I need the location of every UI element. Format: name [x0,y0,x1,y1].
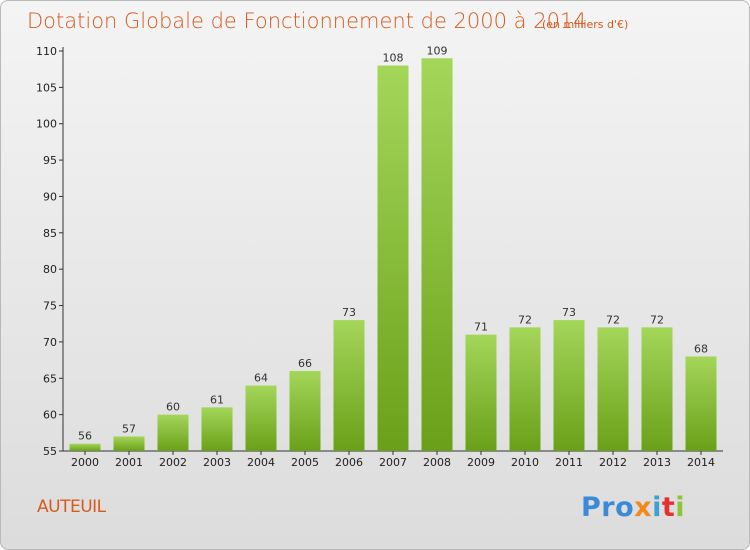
data-label-2001: 57 [122,422,136,435]
bar-2003 [201,407,233,451]
data-label-2007: 108 [383,52,404,65]
data-label-2005: 66 [298,357,312,370]
data-label-2000: 56 [78,430,92,443]
bar-2013 [641,327,673,451]
data-label-2012: 72 [606,313,620,326]
y-tick-label: 95 [43,154,57,167]
chart-title: Dotation Globale de Fonctionnement de 20… [27,9,587,33]
x-tick-label: 2012 [599,456,627,469]
x-tick-label: 2003 [203,456,231,469]
x-tick-label: 2001 [115,456,143,469]
bar-2000 [69,443,101,451]
data-label-2013: 72 [650,313,664,326]
proxiti-logo: Proxiti [581,492,685,523]
data-label-2006: 73 [342,306,356,319]
x-tick-label: 2007 [379,456,407,469]
logo-part: i [652,492,662,523]
y-tick-label: 85 [43,227,57,240]
y-tick-label: 110 [36,45,57,58]
x-tick-label: 2014 [687,456,715,469]
data-labels: 56 57 60 61 64 66 73 108 109 71 72 73 72 72 68 [78,44,708,442]
logo-part: t [661,492,676,523]
data-label-2003: 61 [210,393,224,406]
bar-2006 [333,320,365,451]
y-tick-label: 80 [43,263,57,276]
bar-2004 [245,385,277,451]
y-tick-label: 55 [43,445,57,458]
commune-name: AUTEUIL [37,497,106,517]
x-tick-label: 2013 [643,456,671,469]
x-tick-label: 2000 [71,456,99,469]
y-tick-label: 70 [43,336,57,349]
bar-2012 [597,327,629,451]
bar-2002 [157,414,189,451]
logo-part: Pro [581,492,635,523]
bars [69,58,717,451]
logo-part: i [675,492,686,523]
x-tick-label: 2004 [247,456,275,469]
bar-2008 [421,58,453,451]
data-label-2009: 71 [474,321,488,334]
data-label-2002: 60 [166,401,180,414]
axes: 55 60 65 70 75 80 85 90 95 100 105 110 2000 2001 2002 2… [36,45,723,469]
y-tick-label: 105 [36,81,57,94]
bar-2005 [289,371,321,451]
data-label-2004: 64 [254,372,268,385]
data-label-2008: 109 [427,44,448,57]
x-tick-label: 2005 [291,456,319,469]
bar-2011 [553,320,585,451]
data-label-2010: 72 [518,313,532,326]
data-label-2011: 73 [562,306,576,319]
x-tick-label: 2002 [159,456,187,469]
y-tick-label: 60 [43,409,57,422]
x-tick-label: 2008 [423,456,451,469]
bar-2007 [377,65,409,451]
data-label-2014: 68 [694,342,708,355]
x-tick-label: 2011 [555,456,583,469]
x-tick-label: 2009 [467,456,495,469]
bar-2014 [685,356,717,451]
y-tick-label: 90 [43,190,57,203]
y-tick-label: 100 [36,118,57,131]
bar-2001 [113,436,145,451]
unit-note: (en milliers d'€) [542,18,629,31]
x-tick-label: 2010 [511,456,539,469]
y-tick-label: 65 [43,372,57,385]
bar-2010 [509,327,541,451]
x-tick-label: 2006 [335,456,363,469]
logo-part: x [634,492,653,523]
y-tick-label: 75 [43,300,57,313]
bar-2009 [465,334,497,451]
